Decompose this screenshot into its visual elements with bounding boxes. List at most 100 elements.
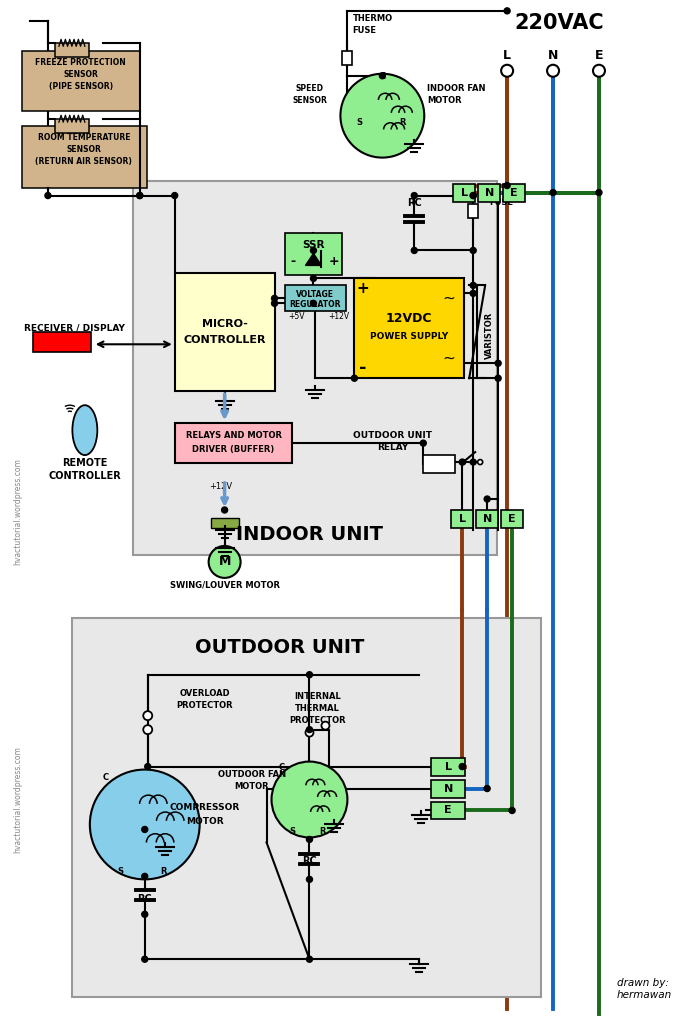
Circle shape xyxy=(495,375,501,381)
Text: POWER SUPPLY: POWER SUPPLY xyxy=(370,332,449,341)
Circle shape xyxy=(143,725,152,734)
Bar xyxy=(55,119,89,133)
Circle shape xyxy=(351,375,357,381)
Circle shape xyxy=(172,193,178,199)
Text: RELAY: RELAY xyxy=(377,442,408,452)
Text: (RETURN AIR SENSOR): (RETURN AIR SENSOR) xyxy=(36,157,132,166)
Bar xyxy=(451,510,473,528)
Text: N: N xyxy=(484,187,494,198)
Text: N: N xyxy=(482,514,492,524)
Circle shape xyxy=(550,189,556,196)
Circle shape xyxy=(412,193,417,199)
Bar xyxy=(22,51,140,111)
Bar xyxy=(431,802,465,819)
Text: 220VAC: 220VAC xyxy=(514,13,604,33)
Text: ~: ~ xyxy=(443,291,456,306)
Circle shape xyxy=(143,711,152,720)
Text: L: L xyxy=(459,514,466,524)
Circle shape xyxy=(470,291,476,296)
Text: RC: RC xyxy=(407,198,422,208)
Text: FREEZE PROTECTION: FREEZE PROTECTION xyxy=(36,58,126,68)
Text: INDOOR UNIT: INDOOR UNIT xyxy=(236,525,383,545)
Circle shape xyxy=(307,672,312,678)
Text: 12VDC: 12VDC xyxy=(386,312,433,325)
Text: ROOM TEMPERATURE: ROOM TEMPERATURE xyxy=(38,133,130,142)
Circle shape xyxy=(307,956,312,963)
Text: E: E xyxy=(510,187,518,198)
Text: N: N xyxy=(444,783,453,794)
Circle shape xyxy=(461,460,466,465)
Bar xyxy=(503,183,525,202)
Circle shape xyxy=(340,74,424,158)
Bar xyxy=(33,333,91,352)
Text: SSR: SSR xyxy=(303,241,324,251)
Circle shape xyxy=(470,248,476,254)
Text: THERMO: THERMO xyxy=(353,14,392,24)
Text: +12V: +12V xyxy=(209,481,232,490)
Circle shape xyxy=(322,722,329,730)
Text: DRIVER (BUFFER): DRIVER (BUFFER) xyxy=(193,444,274,454)
Circle shape xyxy=(137,193,143,199)
Ellipse shape xyxy=(73,406,97,455)
Circle shape xyxy=(484,496,490,502)
Text: PROTECTOR: PROTECTOR xyxy=(176,701,233,711)
Text: FUSE: FUSE xyxy=(353,27,377,35)
Text: -: - xyxy=(359,359,366,377)
Circle shape xyxy=(142,956,147,963)
Text: hvactutorial.wordpress.com: hvactutorial.wordpress.com xyxy=(14,746,23,853)
Circle shape xyxy=(470,459,476,465)
Text: +: + xyxy=(356,281,369,296)
Text: N: N xyxy=(548,49,558,62)
Text: MOTOR: MOTOR xyxy=(234,782,269,791)
Text: E: E xyxy=(445,806,452,815)
Circle shape xyxy=(307,727,312,732)
Bar xyxy=(133,180,497,555)
Circle shape xyxy=(142,873,147,880)
Bar xyxy=(478,183,500,202)
Text: MOTOR: MOTOR xyxy=(186,817,224,826)
Circle shape xyxy=(509,808,515,813)
Circle shape xyxy=(421,440,426,446)
Circle shape xyxy=(311,300,316,306)
Circle shape xyxy=(459,459,465,465)
Text: R: R xyxy=(399,118,405,127)
Text: L: L xyxy=(461,187,468,198)
Circle shape xyxy=(272,295,278,301)
Text: MICRO-: MICRO- xyxy=(202,319,248,330)
Circle shape xyxy=(142,911,147,918)
Text: -: - xyxy=(290,255,295,268)
Bar xyxy=(431,779,465,798)
Circle shape xyxy=(145,764,151,770)
Circle shape xyxy=(272,300,278,306)
Text: SENSOR: SENSOR xyxy=(292,96,327,105)
Circle shape xyxy=(596,189,602,196)
Text: VOLTAGE: VOLTAGE xyxy=(296,290,335,299)
Text: SENSOR: SENSOR xyxy=(63,71,98,79)
Bar xyxy=(72,617,541,997)
Circle shape xyxy=(137,193,143,199)
Text: L: L xyxy=(445,762,451,771)
Circle shape xyxy=(307,837,312,843)
Circle shape xyxy=(504,8,510,14)
Text: +12V: +12V xyxy=(328,312,349,321)
Circle shape xyxy=(470,283,476,289)
Circle shape xyxy=(477,460,483,465)
Circle shape xyxy=(222,507,228,513)
Bar xyxy=(285,233,342,275)
Circle shape xyxy=(459,764,465,770)
Circle shape xyxy=(495,360,501,367)
Circle shape xyxy=(501,65,513,77)
Text: SENSOR: SENSOR xyxy=(67,145,102,155)
Circle shape xyxy=(547,65,559,77)
Text: OVERLOAD: OVERLOAD xyxy=(179,689,230,698)
Circle shape xyxy=(272,762,347,838)
Bar xyxy=(22,126,147,187)
Bar xyxy=(501,510,523,528)
Circle shape xyxy=(470,193,476,199)
Text: THERMAL: THERMAL xyxy=(295,705,340,713)
Circle shape xyxy=(484,785,490,792)
Text: (PIPE SENSOR): (PIPE SENSOR) xyxy=(49,82,113,91)
Text: OUTDOOR UNIT: OUTDOOR UNIT xyxy=(195,638,364,657)
Text: OUTDOOR UNIT: OUTDOOR UNIT xyxy=(353,431,431,439)
Text: ~: ~ xyxy=(443,351,456,366)
